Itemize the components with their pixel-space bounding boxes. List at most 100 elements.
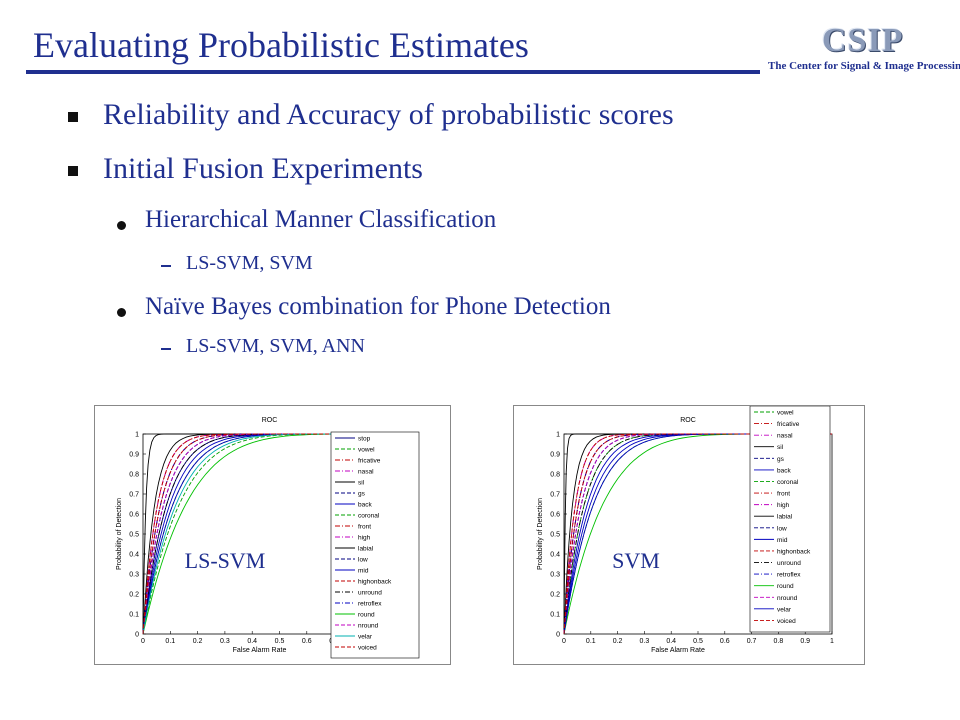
legend-label: voiced [777,618,796,625]
legend-label: coronal [358,513,380,520]
y-tick-label: 0.1 [550,612,560,619]
legend-label: coronal [777,479,799,486]
legend-label: velar [777,606,792,613]
sub-bullet-item: Hierarchical Manner Classification [145,206,497,233]
y-tick-label: 0.3 [129,572,139,579]
roc-chart-svm-svg: ROC 0 0.1 0.2 0.3 0.4 0.5 0.6 0.7 0.8 0.9 1 0 0.1 0.2 0… [537,405,834,654]
x-axis-label: False Alarm Rate [651,647,705,654]
legend-box [330,431,420,659]
chart-overlay-label: LS-SVM [185,548,266,573]
y-tick-label: 0.5 [550,532,560,539]
legend-label: nasal [777,433,793,440]
legend-label: mid [777,537,788,544]
title-underline [26,70,760,74]
legend-label: back [777,467,791,474]
square-bullet-icon [68,166,78,176]
y-tick-label: 0.7 [129,492,139,499]
roc-curve-unround [563,433,832,635]
legend-label: low [777,525,787,532]
legend-label: gs [358,491,366,498]
x-tick-label: 0.6 [720,638,730,645]
x-tick-label: 0.2 [193,638,203,645]
legend-box [749,405,831,633]
y-tick-label: 0.5 [129,532,139,539]
legend-label: back [358,502,372,509]
bullet-item: Initial Fusion Experiments [103,152,423,185]
y-tick-label: 0.6 [550,512,560,519]
x-tick-label: 0.1 [165,638,175,645]
roc-curve-unround [142,433,416,635]
sub-bullet-item: Naïve Bayes combination for Phone Detect… [145,293,611,320]
x-tick-label: 0.5 [275,638,285,645]
roc-chart-svm: ROC 0 0.1 0.2 0.3 0.4 0.5 0.6 0.7 0.8 0.9 1 0 0.1 0.2 0… [513,405,865,665]
legend-label: high [777,502,790,509]
legend-label: highonback [777,548,811,555]
y-tick-label: 0.7 [550,492,560,499]
legend-label: sil [358,480,365,487]
legend-label: retroflex [777,572,801,579]
legend-label: fricative [777,421,800,428]
chart-title: ROC [680,417,696,424]
y-tick-label: 0.2 [550,592,560,599]
bullet-item: Reliability and Accuracy of probabilisti… [103,98,674,131]
legend-label: voiced [358,645,377,652]
legend-label: vowel [777,410,794,417]
legend-label: low [358,557,368,564]
legend-label: velar [358,634,373,641]
y-tick-label: 0 [135,632,139,639]
legend-label: front [358,524,371,531]
sub-sub-bullet-item: LS-SVM, SVM [186,252,313,274]
x-tick-label: 0 [141,638,145,645]
legend-label: unround [358,590,382,597]
y-tick-label: 0.9 [550,452,560,459]
roc-chart-lssvm-svg: ROC 0 0.1 0.2 0.3 0.4 0.5 0.6 0.7 0.8 0.9 1 0 0.1 0.2 0… [116,417,420,659]
x-tick-label: 0 [562,638,566,645]
legend-label: mid [358,568,369,575]
legend-label: stop [358,436,371,443]
x-tick-label: 0.4 [247,638,257,645]
y-tick-label: 0.2 [129,592,139,599]
legend-label: fricative [358,458,381,465]
x-tick-label: 0.8 [774,638,784,645]
chart-title: ROC [262,417,278,424]
x-tick-label: 0.3 [640,638,650,645]
legend-label: labial [777,514,793,521]
sub-sub-bullet-item: LS-SVM, SVM, ANN [186,335,365,357]
page-title: Evaluating Probabilistic Estimates [33,25,529,65]
y-tick-label: 0.8 [129,472,139,479]
x-tick-label: 0.7 [747,638,757,645]
chart-overlay-label: SVM [612,548,660,573]
x-tick-label: 0.2 [613,638,623,645]
y-tick-label: 1 [556,432,560,439]
x-tick-label: 0.1 [586,638,596,645]
x-tick-label: 0.4 [666,638,676,645]
legend-label: round [777,583,794,590]
legend-label: unround [777,560,801,567]
legend-label: sil [777,444,784,451]
legend-label: vowel [358,447,375,454]
round-bullet-icon [117,308,126,317]
x-axis-label: False Alarm Rate [233,647,287,654]
legend-label: round [358,612,375,619]
x-tick-label: 0.9 [800,638,810,645]
y-tick-label: 0.8 [550,472,560,479]
y-tick-label: 0.4 [129,552,139,559]
legend-label: high [358,535,371,542]
x-tick-label: 0.3 [220,638,230,645]
y-tick-label: 1 [135,432,139,439]
square-bullet-icon [68,112,78,122]
legend-label: labial [358,546,374,553]
legend-label: gs [777,456,785,463]
legend-label: nround [358,623,379,630]
y-tick-label: 0.6 [129,512,139,519]
dash-bullet-icon [161,265,171,267]
y-axis-label: Probability of Detection [116,498,123,570]
x-tick-label: 0.6 [302,638,312,645]
y-tick-label: 0.4 [550,552,560,559]
roc-curve-voiced [563,433,832,635]
roc-chart-lssvm: ROC 0 0.1 0.2 0.3 0.4 0.5 0.6 0.7 0.8 0.9 1 0 0.1 0.2 0… [94,405,451,665]
legend-label: nasal [358,469,374,476]
y-tick-label: 0.1 [129,612,139,619]
legend-label: retroflex [358,601,382,608]
y-tick-label: 0 [556,632,560,639]
